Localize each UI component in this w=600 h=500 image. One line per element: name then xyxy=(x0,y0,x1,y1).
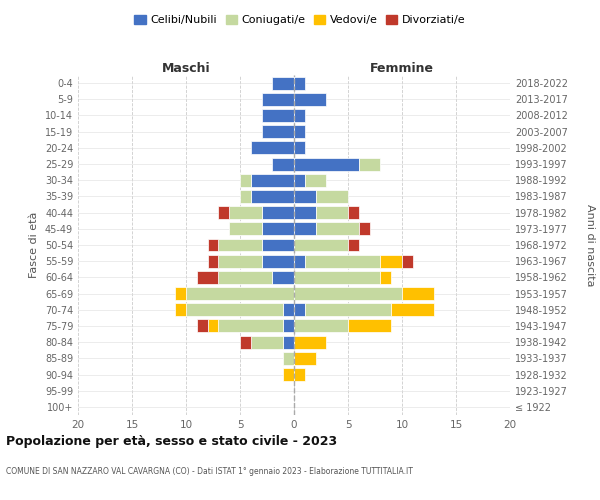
Y-axis label: Fasce di età: Fasce di età xyxy=(29,212,39,278)
Bar xyxy=(272,76,294,90)
Bar xyxy=(294,190,316,203)
Bar xyxy=(380,254,402,268)
Bar xyxy=(316,190,348,203)
Bar xyxy=(283,352,294,365)
Bar xyxy=(294,174,305,186)
Bar xyxy=(251,336,283,348)
Bar xyxy=(186,287,294,300)
Bar xyxy=(208,254,218,268)
Bar xyxy=(218,271,272,284)
Bar xyxy=(175,287,186,300)
Text: COMUNE DI SAN NAZZARO VAL CAVARGNA (CO) - Dati ISTAT 1° gennaio 2023 - Elaborazi: COMUNE DI SAN NAZZARO VAL CAVARGNA (CO) … xyxy=(6,468,413,476)
Bar xyxy=(186,304,283,316)
Bar xyxy=(229,222,262,235)
Bar xyxy=(294,304,305,316)
Bar xyxy=(262,238,294,252)
Bar xyxy=(294,271,380,284)
Bar xyxy=(380,271,391,284)
Bar xyxy=(262,254,294,268)
Bar xyxy=(294,368,305,381)
Bar xyxy=(262,93,294,106)
Bar xyxy=(218,206,229,219)
Bar xyxy=(283,336,294,348)
Text: Maschi: Maschi xyxy=(161,62,211,75)
Bar xyxy=(197,271,218,284)
Bar xyxy=(359,222,370,235)
Bar xyxy=(391,304,434,316)
Bar xyxy=(316,222,359,235)
Bar xyxy=(262,125,294,138)
Bar xyxy=(262,109,294,122)
Text: Popolazione per età, sesso e stato civile - 2023: Popolazione per età, sesso e stato civil… xyxy=(6,435,337,448)
Bar xyxy=(262,206,294,219)
Bar xyxy=(240,190,251,203)
Bar xyxy=(262,222,294,235)
Bar xyxy=(294,287,402,300)
Bar xyxy=(316,206,348,219)
Bar xyxy=(283,368,294,381)
Bar xyxy=(272,158,294,170)
Bar xyxy=(294,336,326,348)
Bar xyxy=(402,254,413,268)
Bar xyxy=(283,304,294,316)
Text: Femmine: Femmine xyxy=(370,62,434,75)
Bar xyxy=(218,320,283,332)
Bar xyxy=(272,271,294,284)
Bar xyxy=(305,174,326,186)
Bar xyxy=(294,352,316,365)
Bar xyxy=(294,222,316,235)
Bar xyxy=(294,254,305,268)
Legend: Celibi/Nubili, Coniugati/e, Vedovi/e, Divorziati/e: Celibi/Nubili, Coniugati/e, Vedovi/e, Di… xyxy=(130,10,470,30)
Bar xyxy=(294,142,305,154)
Bar xyxy=(208,320,218,332)
Bar xyxy=(305,304,391,316)
Bar xyxy=(218,238,262,252)
Bar xyxy=(294,158,359,170)
Bar xyxy=(175,304,186,316)
Bar xyxy=(251,142,294,154)
Bar xyxy=(294,125,305,138)
Bar xyxy=(283,320,294,332)
Bar xyxy=(294,206,316,219)
Bar xyxy=(359,158,380,170)
Bar xyxy=(294,109,305,122)
Bar xyxy=(240,174,251,186)
Bar xyxy=(251,174,294,186)
Bar xyxy=(240,336,251,348)
Bar xyxy=(305,254,380,268)
Bar xyxy=(294,238,348,252)
Bar xyxy=(294,93,326,106)
Bar xyxy=(251,190,294,203)
Bar xyxy=(229,206,262,219)
Bar xyxy=(294,76,305,90)
Bar xyxy=(402,287,434,300)
Bar xyxy=(348,238,359,252)
Y-axis label: Anni di nascita: Anni di nascita xyxy=(584,204,595,286)
Bar xyxy=(294,320,348,332)
Bar xyxy=(208,238,218,252)
Bar xyxy=(197,320,208,332)
Bar xyxy=(348,206,359,219)
Bar xyxy=(218,254,262,268)
Bar xyxy=(348,320,391,332)
